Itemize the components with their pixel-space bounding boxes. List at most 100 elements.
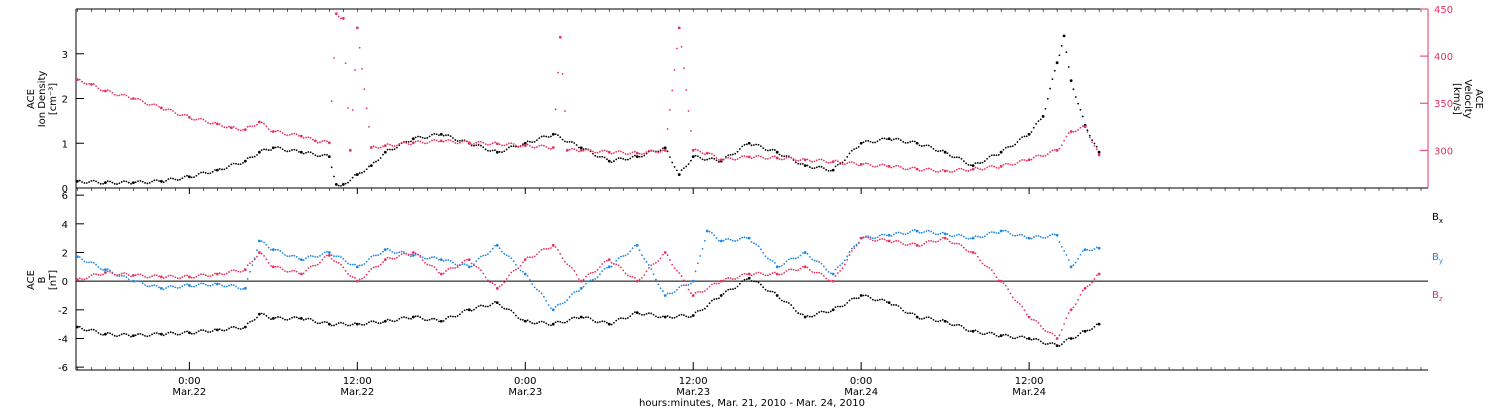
bz-sample (249, 262, 251, 265)
bz-sample (731, 278, 734, 280)
by-sample (902, 233, 905, 235)
bz-sample (766, 274, 769, 277)
bz-sample (494, 283, 496, 286)
by-point (327, 251, 331, 254)
bx-sample (116, 335, 118, 338)
density-sample (934, 149, 937, 152)
bz-sample (902, 243, 905, 245)
velocity-sample (533, 146, 536, 149)
bz-sample (680, 275, 683, 277)
bz-sample (582, 278, 585, 281)
density-sample (745, 143, 748, 146)
bz-sample (90, 274, 93, 276)
density-sample (1088, 134, 1091, 137)
bx-sample (864, 294, 867, 297)
density-sample (277, 146, 279, 148)
bz-sample (829, 280, 832, 282)
density-sample (785, 155, 788, 157)
by-sample (475, 260, 478, 263)
bz-sample (125, 272, 128, 275)
bz-sample (601, 263, 604, 265)
velocity-sample (629, 152, 632, 155)
bz-sample (340, 263, 342, 266)
density-sample (480, 144, 482, 147)
velocity-point (719, 158, 723, 162)
by-sample (892, 233, 895, 236)
bz-sample (717, 282, 720, 285)
bx-sample (876, 299, 879, 302)
by-sample (375, 254, 377, 257)
by-sample (969, 237, 972, 240)
velocity-sample (734, 158, 737, 161)
density-sample (988, 155, 991, 158)
by-point (439, 258, 443, 262)
by-point (299, 258, 303, 262)
by-sample (550, 307, 552, 310)
legend-by-base: B (1432, 252, 1439, 263)
bx-sample (288, 318, 291, 320)
velocity-sample (545, 146, 548, 148)
bz-sample (715, 282, 718, 285)
density-sample (853, 148, 856, 151)
by-sample (778, 265, 781, 268)
by-sample (962, 235, 965, 238)
by-point (915, 229, 919, 233)
bz-sample (459, 264, 461, 266)
density-sample (578, 146, 580, 149)
velocity-sample (939, 170, 942, 172)
velocity-sample (610, 152, 613, 155)
bz-sample (659, 257, 662, 260)
bz-sample (988, 267, 991, 269)
by-sample (995, 232, 998, 234)
velocity-sample (347, 106, 349, 109)
bz-sample (503, 281, 506, 284)
density-sample (661, 147, 664, 150)
velocity-sample (421, 141, 424, 144)
bz-sample (918, 245, 921, 248)
minor-ticks (77, 9, 1422, 370)
velocity-sample (687, 110, 690, 112)
density-sample (794, 161, 797, 164)
bx-sample (617, 317, 620, 320)
velocity-sample (473, 143, 475, 145)
bx-sample (393, 320, 396, 323)
bz-sample (431, 264, 433, 267)
density-sample (386, 148, 389, 151)
velocity-sample (326, 140, 328, 143)
bx-sample (174, 333, 177, 335)
by-point (75, 255, 79, 259)
velocity-sample (808, 159, 811, 162)
density-sample (741, 145, 744, 148)
velocity-point (705, 151, 709, 155)
bx-sample (906, 312, 909, 315)
velocity-sample (909, 167, 912, 170)
bx-sample (613, 322, 615, 324)
velocity-sample (97, 87, 100, 90)
bz-sample (899, 241, 902, 244)
by-sample (431, 256, 433, 259)
bx-point (635, 311, 639, 315)
bz-sample (652, 263, 655, 265)
velocity-sample (475, 141, 478, 144)
bz-sample (447, 268, 450, 270)
velocity-sample (225, 126, 228, 129)
bz-point (327, 253, 331, 257)
velocity-sample (333, 57, 335, 59)
velocity-sample (232, 125, 235, 128)
density-sample (1009, 145, 1012, 148)
by-sample (162, 288, 165, 291)
velocity-sample (1077, 128, 1080, 131)
bz-sample (869, 238, 872, 240)
velocity-tick-label: 350 (1434, 99, 1453, 110)
bz-sample (948, 240, 951, 243)
bx-sample (811, 315, 814, 318)
velocity-sample (603, 149, 606, 152)
density-tick-label: 3 (62, 50, 68, 61)
bx-sample (146, 335, 149, 338)
velocity-point (383, 144, 387, 148)
density-sample (811, 167, 814, 170)
density-sample (855, 147, 858, 150)
velocity-sample (634, 150, 636, 153)
legend: Bx By Bz (1432, 212, 1443, 303)
density-sample (738, 148, 741, 150)
